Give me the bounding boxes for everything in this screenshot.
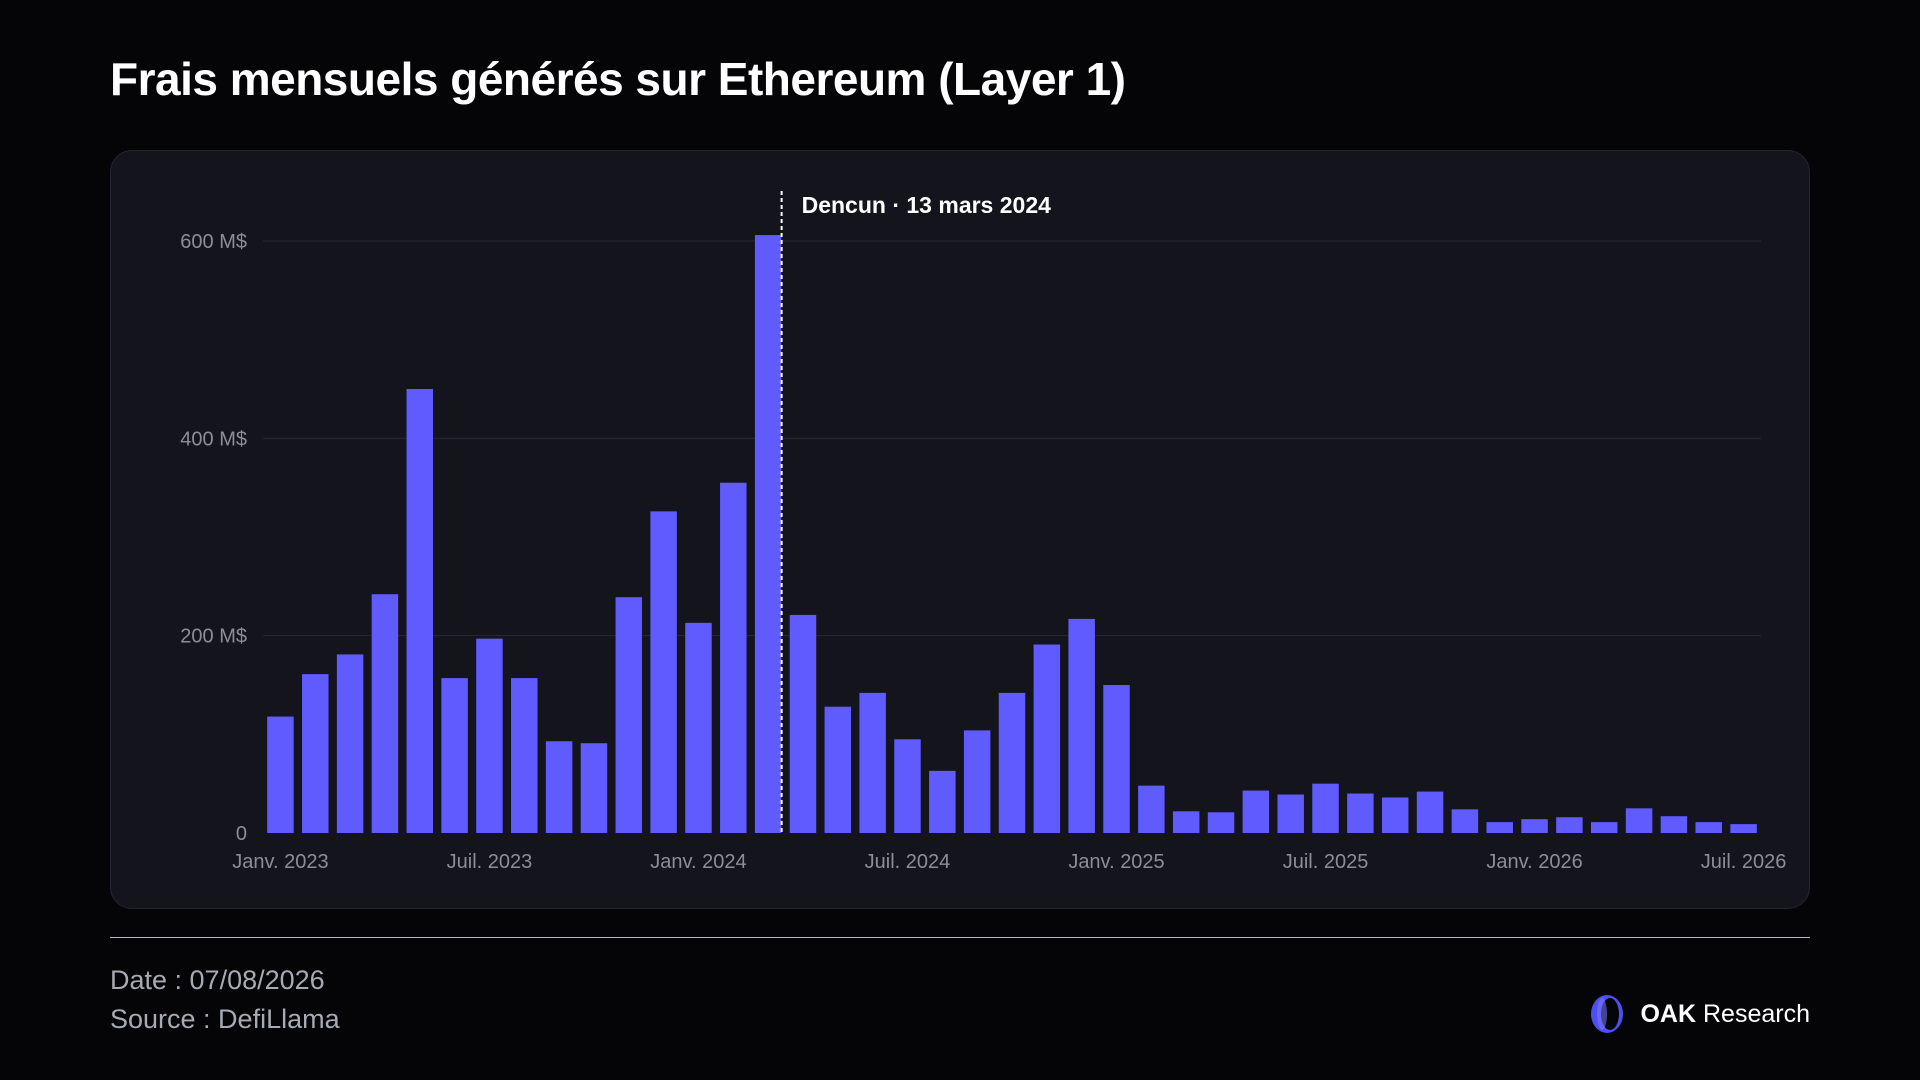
brand: OAK Research <box>1588 993 1810 1035</box>
bar <box>1660 816 1688 833</box>
x-tick-label: Juil. 2025 <box>1283 851 1369 873</box>
bar <box>302 674 329 833</box>
bar <box>511 678 538 833</box>
bar <box>789 614 817 833</box>
bar <box>824 706 852 833</box>
bar <box>1416 791 1444 833</box>
dencun-annotation-label: Dencun · 13 mars 2024 <box>802 192 1052 218</box>
footer-date: Date : 07/08/2026 <box>110 965 325 995</box>
bar <box>1625 808 1653 833</box>
bar <box>894 739 921 833</box>
bar <box>1521 819 1548 833</box>
bar-chart: 0 200 M$ 400 M$ 600 M$ Janv. 2023 Juil. 2023 J… <box>180 191 1787 873</box>
bar <box>1207 812 1235 833</box>
y-tick-label: 600 M$ <box>180 231 247 253</box>
oak-ring-logo-icon <box>1591 995 1624 1033</box>
bar <box>1695 822 1722 833</box>
bar <box>650 511 677 833</box>
bar <box>1103 685 1130 833</box>
x-tick-label: Juil. 2026 <box>1701 851 1787 873</box>
bar <box>998 692 1026 833</box>
y-tick-label: 400 M$ <box>180 428 247 450</box>
brand-name-rest: Research <box>1703 999 1810 1028</box>
bar <box>1172 811 1200 833</box>
bar <box>1381 797 1409 833</box>
y-tick-label: 200 M$ <box>180 626 247 648</box>
bar <box>1347 793 1374 833</box>
x-tick-label: Janv. 2024 <box>650 851 746 873</box>
footer-divider <box>110 937 1810 938</box>
bar <box>1033 644 1061 833</box>
bar <box>1451 809 1479 833</box>
bar <box>476 638 503 833</box>
bar <box>267 716 294 833</box>
x-tick-label: Juil. 2024 <box>865 851 951 873</box>
chart-card: 0 200 M$ 400 M$ 600 M$ Janv. 2023 Juil. 2023 J… <box>110 150 1810 909</box>
bar <box>1242 790 1270 833</box>
x-tick-label: Juil. 2023 <box>447 851 533 873</box>
bar <box>929 770 956 833</box>
brand-name-bold: OAK <box>1640 999 1697 1028</box>
bar <box>1068 618 1095 833</box>
brand-name: OAK Research <box>1640 1000 1810 1029</box>
bar <box>441 678 468 833</box>
bar <box>1277 794 1304 833</box>
bar <box>371 594 399 833</box>
bar <box>754 235 782 833</box>
x-tick-label: Janv. 2023 <box>232 851 328 873</box>
bar <box>580 743 608 833</box>
bar <box>1486 822 1513 833</box>
bar <box>336 654 364 833</box>
bar <box>1730 824 1757 833</box>
bar <box>545 741 573 833</box>
x-tick-label: Janv. 2025 <box>1068 851 1164 873</box>
bar <box>963 730 991 833</box>
bar <box>1590 822 1618 833</box>
bar <box>720 482 747 833</box>
x-tick-label: Janv. 2026 <box>1486 851 1582 873</box>
bar <box>615 597 643 833</box>
footer-source: Source : DefiLlama <box>110 1004 340 1034</box>
y-tick-label: 0 <box>236 823 247 845</box>
bar <box>1556 817 1583 833</box>
bar <box>859 692 886 833</box>
bar <box>406 389 434 833</box>
chart-title: Frais mensuels générés sur Ethereum (Lay… <box>110 53 1126 105</box>
bar <box>1312 783 1339 833</box>
bar <box>685 622 712 833</box>
bar <box>1138 785 1165 833</box>
